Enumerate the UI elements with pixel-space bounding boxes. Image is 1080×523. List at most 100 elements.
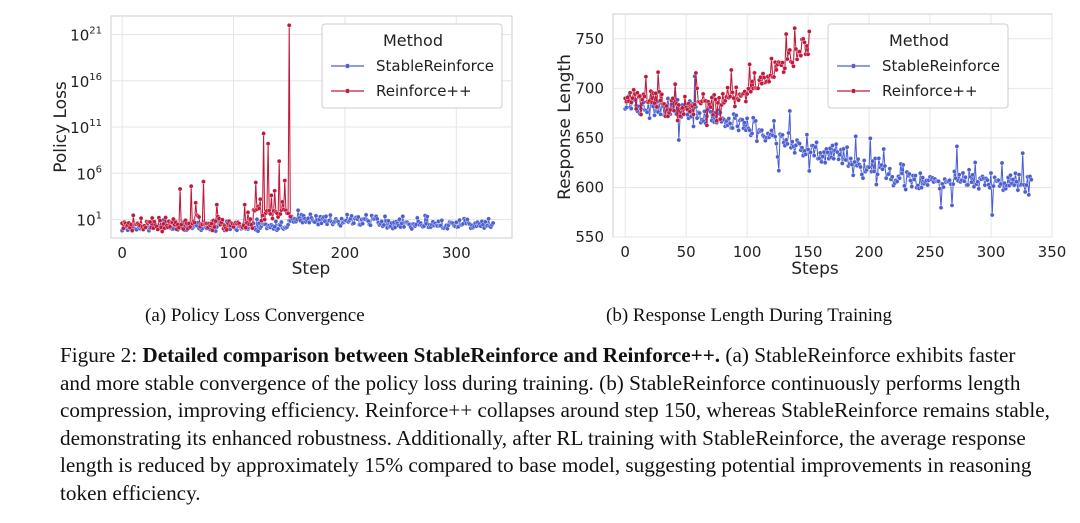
reinforce-series-point bbox=[798, 53, 804, 58]
stable-series-point bbox=[819, 159, 824, 165]
legend-marker-reinforce-b bbox=[850, 88, 857, 94]
reinforce-series-point bbox=[177, 186, 183, 192]
reinforce-series-point bbox=[718, 116, 723, 122]
stable-series-point bbox=[833, 141, 839, 147]
stable-series-point bbox=[991, 183, 996, 189]
reinforce-series-point bbox=[288, 214, 293, 219]
stable-series-point bbox=[797, 141, 802, 146]
reinforce-series-point bbox=[720, 91, 726, 97]
reinforce-series-point bbox=[121, 226, 126, 231]
legend-marker-stable-a bbox=[344, 63, 351, 69]
stable-series-point bbox=[279, 219, 284, 225]
reinforce-series-point bbox=[272, 188, 277, 194]
reinforce-series-point bbox=[247, 216, 253, 222]
stable-series-point bbox=[882, 163, 888, 169]
reinforce-series-point bbox=[681, 111, 686, 117]
stable-series-point bbox=[850, 173, 856, 178]
reinforce-series-point bbox=[752, 70, 757, 76]
x-axis-label-b: Steps bbox=[791, 259, 839, 279]
stable-series-point bbox=[381, 222, 387, 228]
stable-series-point bbox=[368, 222, 373, 228]
stable-series-point bbox=[454, 220, 459, 225]
ticks-a: 0 100 200 300 101 106 1011 1016 1021 bbox=[70, 26, 470, 263]
reinforce-series-point bbox=[782, 66, 788, 71]
reinforce-series-point bbox=[671, 108, 677, 113]
reinforce-series-point bbox=[781, 69, 786, 75]
stable-series-point bbox=[351, 220, 357, 226]
y-tick-label: 1016 bbox=[70, 72, 102, 91]
stable-series-point bbox=[771, 118, 777, 124]
reinforce-series-point bbox=[805, 52, 811, 57]
reinforce-series-point bbox=[730, 90, 735, 95]
stable-series-point bbox=[966, 167, 972, 173]
reinforce-series-point bbox=[743, 99, 749, 104]
reinforce-series-point bbox=[694, 86, 700, 91]
reinforce-series-point bbox=[250, 225, 255, 231]
stable-series-point bbox=[783, 137, 789, 143]
stable-series-point bbox=[644, 109, 650, 115]
policy-loss-chart: 0 100 200 300 101 106 1011 1016 1021 Step Policy… bbox=[51, 15, 513, 279]
reinforce-series-point bbox=[755, 86, 761, 91]
stable-series-point bbox=[775, 154, 780, 160]
stable-series-point bbox=[866, 164, 872, 170]
reinforce-series-point bbox=[633, 106, 639, 112]
reinforce-series-point bbox=[212, 224, 217, 230]
stable-series-point bbox=[918, 170, 923, 176]
stable-series-point bbox=[1014, 179, 1019, 184]
legend-marker-stable-b bbox=[850, 63, 857, 69]
stable-series-point bbox=[799, 145, 805, 150]
stable-series-point bbox=[818, 150, 823, 156]
reinforce-series-point bbox=[654, 104, 660, 110]
reinforce-series-point bbox=[675, 118, 680, 123]
y-axis-label-b: Response Length bbox=[555, 54, 575, 200]
legend-label-reinforce-b: Reinforce++ bbox=[882, 82, 978, 100]
stable-series-point bbox=[868, 136, 873, 141]
reinforce-series-point bbox=[171, 216, 176, 222]
stable-series-point bbox=[831, 156, 836, 161]
caption-bold: Detailed comparison between StableReinfo… bbox=[142, 343, 721, 367]
stable-series-point bbox=[776, 168, 782, 173]
reinforce-series-point bbox=[783, 31, 789, 37]
stable-series-point bbox=[339, 216, 344, 221]
reinforce-series-point bbox=[270, 216, 275, 221]
reinforce-series-point bbox=[780, 60, 785, 65]
reinforce-series-point bbox=[729, 67, 734, 73]
stable-series-point bbox=[963, 174, 968, 180]
reinforce-series-point bbox=[286, 23, 292, 28]
stable-series-point bbox=[425, 214, 430, 219]
reinforce-series-point bbox=[766, 79, 772, 84]
stable-series-point bbox=[972, 160, 978, 165]
reinforce-series-point bbox=[278, 211, 283, 217]
x-tick-label: 300 bbox=[977, 243, 1006, 261]
reinforce-series-point bbox=[193, 200, 198, 206]
stable-series-point bbox=[811, 153, 817, 158]
series-b bbox=[622, 25, 1034, 218]
stable-series-point bbox=[1022, 189, 1028, 195]
stable-series-point bbox=[900, 162, 906, 168]
stable-series-point bbox=[409, 226, 415, 232]
reinforce-series-point bbox=[744, 91, 750, 97]
stable-series-point bbox=[344, 212, 350, 217]
legend-marker-reinforce-a bbox=[344, 88, 351, 94]
stable-series-point bbox=[941, 184, 946, 190]
stable-series-point bbox=[825, 150, 830, 155]
stable-series-point bbox=[790, 139, 795, 144]
x-tick-label: 150 bbox=[794, 243, 823, 261]
stable-series-point bbox=[822, 160, 828, 165]
reinforce-series-point bbox=[269, 193, 274, 198]
stable-series-point bbox=[753, 118, 758, 124]
y-tick-label: 700 bbox=[575, 79, 604, 97]
stable-series-point bbox=[382, 214, 388, 219]
stable-series-point bbox=[843, 157, 849, 163]
y-tick-label: 650 bbox=[575, 129, 604, 147]
stable-series-point bbox=[749, 131, 755, 136]
stable-series-point bbox=[961, 178, 967, 184]
stable-series-point bbox=[363, 212, 369, 218]
stable-series-point bbox=[988, 170, 994, 176]
x-tick-label: 200 bbox=[331, 244, 360, 262]
stable-series-point bbox=[401, 224, 407, 230]
reinforce-series-point bbox=[749, 79, 755, 84]
stable-series-point bbox=[840, 161, 845, 166]
stable-series-point bbox=[457, 217, 462, 223]
stable-series-point bbox=[808, 150, 813, 155]
